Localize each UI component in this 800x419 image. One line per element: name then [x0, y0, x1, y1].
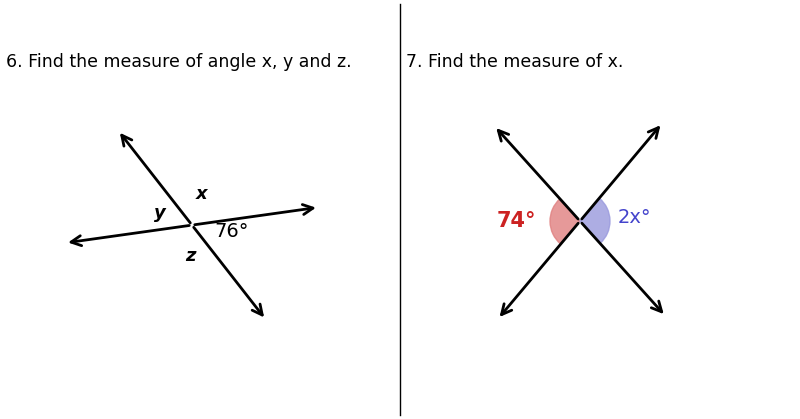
Wedge shape — [580, 198, 610, 243]
Text: 7. Find the measure of x.: 7. Find the measure of x. — [406, 53, 623, 71]
Text: 76°: 76° — [214, 222, 249, 241]
Text: z: z — [185, 247, 195, 265]
Text: y: y — [154, 204, 166, 222]
Text: 6. Find the measure of angle x, y and z.: 6. Find the measure of angle x, y and z. — [6, 53, 352, 71]
Text: 2x°: 2x° — [618, 207, 652, 227]
Text: x: x — [196, 185, 208, 203]
Wedge shape — [550, 199, 580, 244]
Text: 74°: 74° — [497, 211, 536, 231]
